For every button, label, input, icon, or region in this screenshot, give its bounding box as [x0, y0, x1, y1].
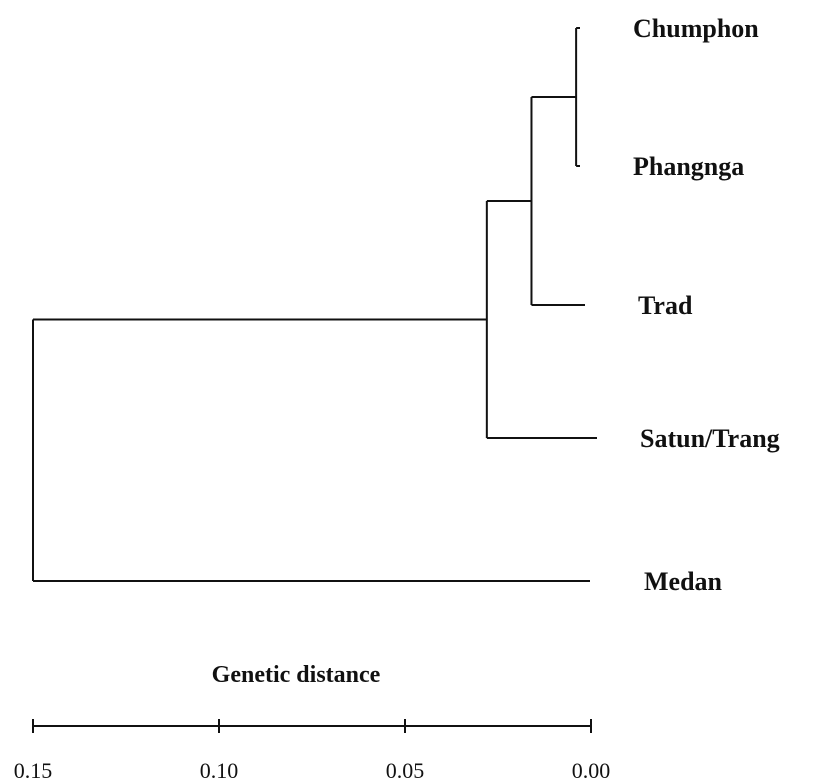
branches-group	[32, 27, 597, 582]
leaf-label-satun_trang: Satun/Trang	[640, 424, 780, 453]
leaf-label-chumphon: Chumphon	[633, 14, 759, 43]
genetic-distance-axis: Genetic distance 0.15 0.10 0.05 0.00	[14, 662, 611, 783]
axis-tick-label: 0.00	[572, 758, 611, 783]
axis-tick-label: 0.10	[200, 758, 239, 783]
axis-ticks-group: 0.15 0.10 0.05 0.00	[14, 719, 611, 783]
axis-title: Genetic distance	[212, 662, 381, 688]
axis-tick-label: 0.15	[14, 758, 53, 783]
leaf-label-phangnga: Phangnga	[633, 152, 744, 181]
leaf-label-trad: Trad	[638, 291, 693, 320]
leaf-labels-group: Chumphon Phangnga Trad Satun/Trang Medan	[633, 14, 780, 596]
axis-tick-label: 0.05	[386, 758, 425, 783]
leaf-label-medan: Medan	[644, 567, 723, 596]
